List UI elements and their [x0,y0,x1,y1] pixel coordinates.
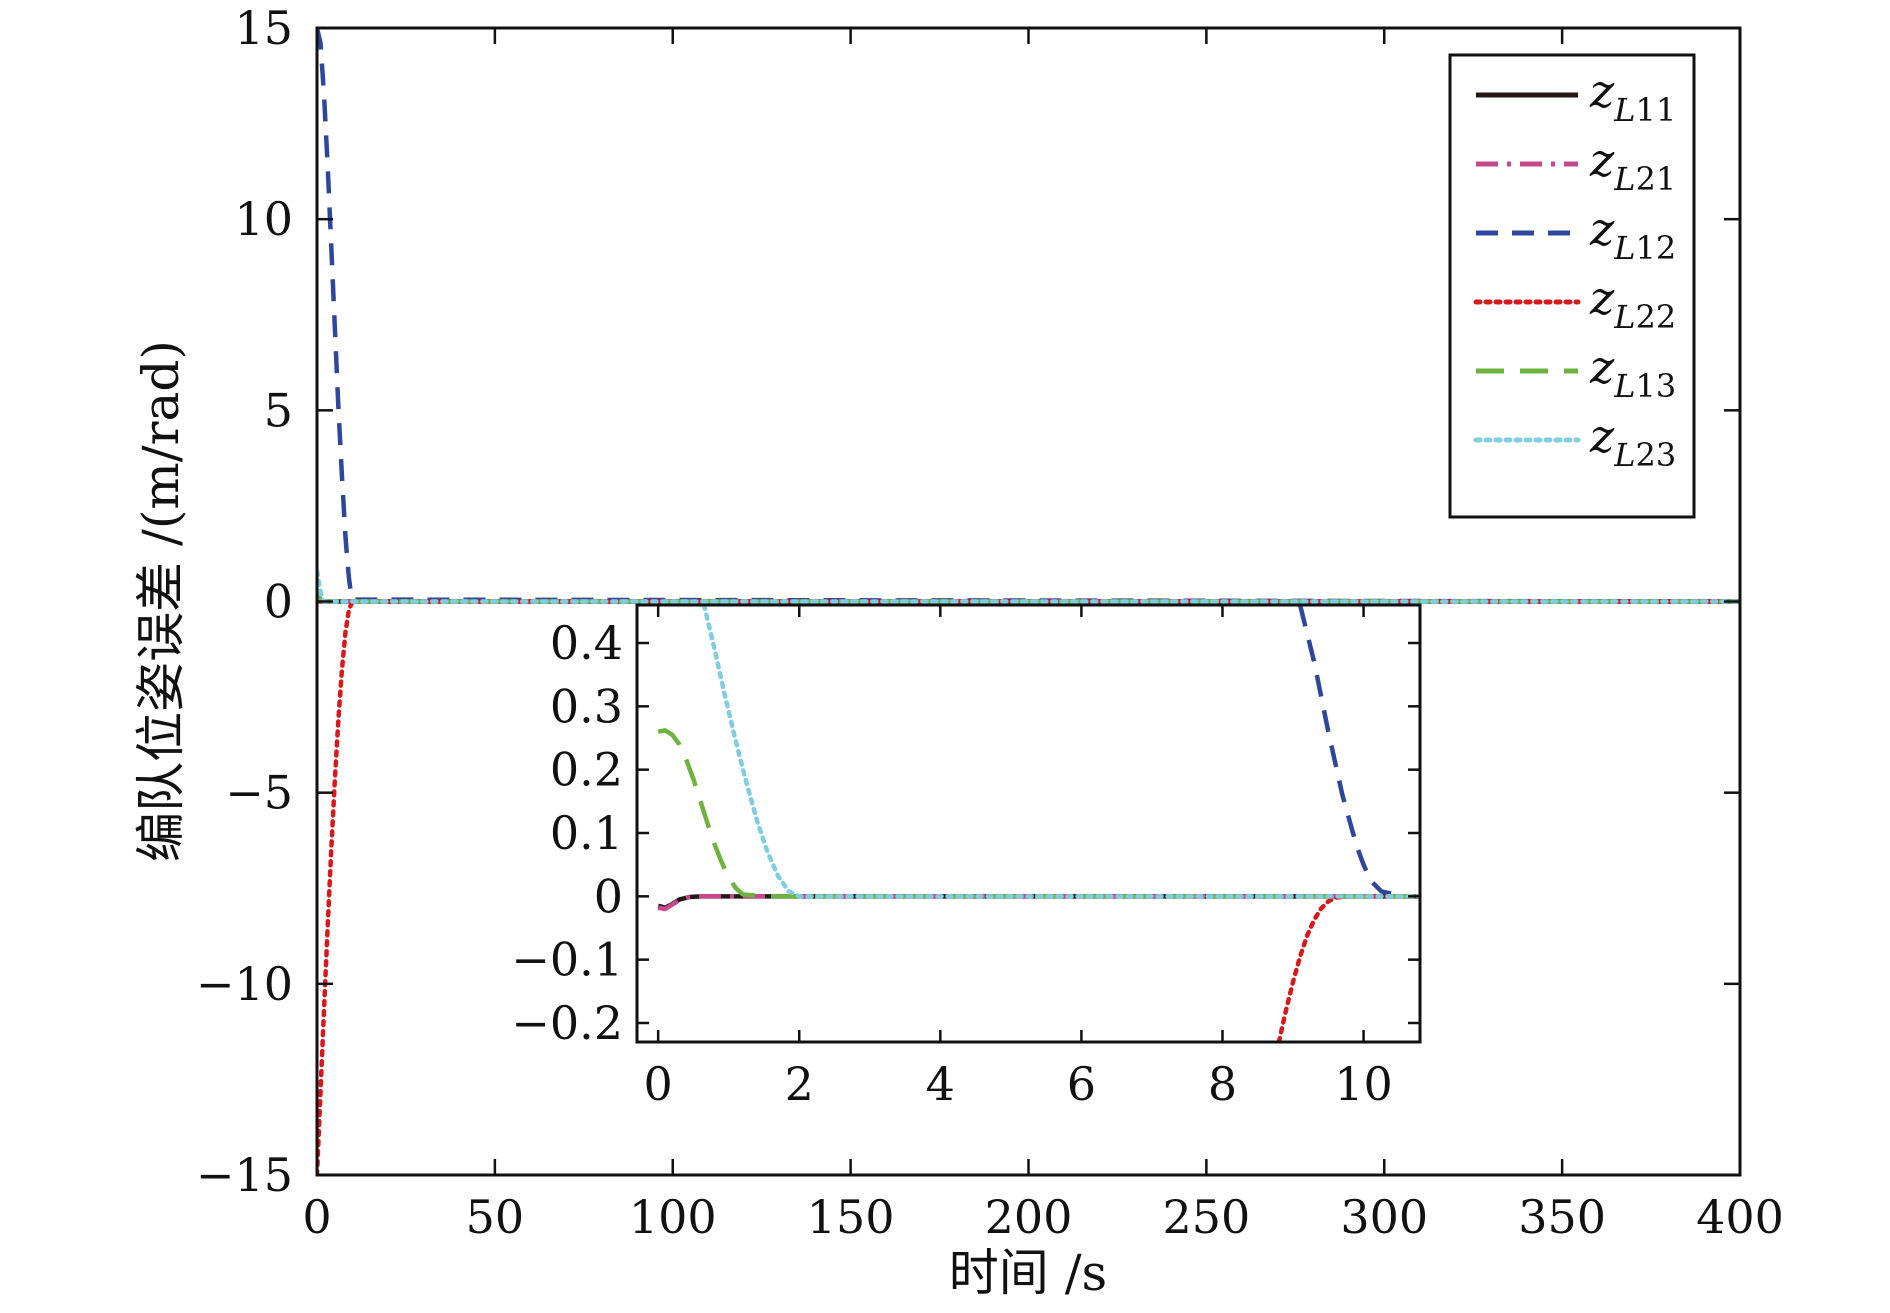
inset-y-tick-label: −0.2 [511,996,623,1050]
inset-ticks [637,605,1420,1042]
y-axis-label: 编队位姿误差 /(m/rad) [132,340,190,862]
inset-y-tick-label: 0 [594,869,623,923]
inset-y-tick-label: 0.3 [550,679,623,733]
inset-y-tick-labels: −0.2 −0.1 0 0.1 0.2 0.3 0.4 [511,616,623,1050]
main-x-tick-label: 100 [629,1190,717,1244]
main-y-tick-label: 5 [264,383,293,437]
main-plot: 0 50 100 150 200 250 300 350 400 −15−10−5051015 … [132,1,1784,1302]
legend-label-zL23: zL23 [1589,409,1676,474]
inset-series-group [657,605,1420,1042]
inset-y-tick-label: −0.1 [511,933,623,987]
main-y-tick-label: 10 [234,192,293,246]
x-axis-label: 时间 /s [949,1244,1107,1302]
main-y-tick-labels: −15 −10 −5 0 5 10 15 [196,1,293,1202]
main-series-zL12 [317,28,1740,604]
inset-x-tick-label: 0 [644,1057,673,1111]
inset-plot: 0 2 4 6 8 10 −0.2 −0.1 0 0.1 0.2 0.3 0.4 [511,603,1422,1111]
legend-label-zL12: zL12 [1589,202,1676,267]
inset-series-zL23 [701,605,1420,899]
main-x-tick-label: 150 [807,1190,895,1244]
inset-x-tick-label: 10 [1334,1057,1393,1111]
inset-series-zL21 [657,894,1420,912]
inset-x-tick-label: 6 [1067,1057,1096,1111]
inset-x-tick-label: 4 [926,1057,955,1111]
main-y-tick-label: −5 [225,766,293,820]
main-y-tick-label: 0 [264,575,293,629]
main-x-tick-label: 250 [1162,1190,1250,1244]
inset-x-tick-label: 2 [785,1057,814,1111]
legend-label-zL22: zL22 [1589,271,1676,336]
main-x-tick-label: 0 [302,1190,331,1244]
inset-y-tick-label: 0.2 [550,743,623,797]
main-y-tick-label: −10 [196,957,293,1011]
main-y-tick-label: 15 [234,1,293,55]
legend-label-zL13: zL13 [1589,340,1676,405]
inset-series-zL13 [657,728,1420,899]
main-y-tick-label: −15 [196,1148,293,1202]
main-x-tick-label: 300 [1340,1190,1428,1244]
main-x-tick-label: 200 [985,1190,1073,1244]
inset-axes-frame [635,603,1422,1044]
main-series-zL22 [317,599,1740,1175]
inset-series-zL12 [1297,605,1420,899]
main-ticks [315,26,1742,1177]
main-x-tick-label: 350 [1518,1190,1606,1244]
legend-label-zL21: zL21 [1589,133,1676,198]
main-series-zL23 [317,568,1740,604]
legend-label-zL11: zL11 [1589,64,1676,129]
main-x-tick-labels: 0 50 100 150 200 250 300 350 400 [302,1190,1784,1244]
inset-x-tick-labels: 0 2 4 6 8 10 [644,1057,1393,1111]
inset-y-tick-label: 0.4 [550,616,623,670]
inset-y-tick-label: 0.1 [550,806,623,860]
inset-x-tick-label: 8 [1208,1057,1237,1111]
inset-background [637,605,1420,1042]
main-x-tick-label: 50 [466,1190,525,1244]
main-x-tick-label: 400 [1696,1190,1784,1244]
